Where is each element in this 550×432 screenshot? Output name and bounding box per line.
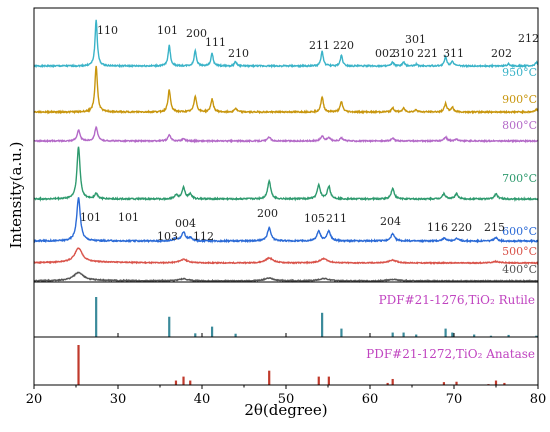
- panel-frame-2: [33, 281, 539, 338]
- hkl-label-rutile: 212: [518, 32, 539, 45]
- series-label: 600°C: [502, 225, 537, 238]
- series-label: 800°C: [502, 119, 537, 132]
- reference-label-rutile: PDF#21-1276,TiO₂ Rutile: [379, 293, 535, 307]
- hkl-label-rutile: 002: [375, 47, 396, 60]
- panel-frame-3: [33, 336, 539, 386]
- hkl-label-anatase: 112: [193, 230, 214, 243]
- pattern-line-900c: [33, 65, 539, 115]
- hkl-label-anatase: 101: [118, 211, 139, 224]
- hkl-label-anatase: 103: [157, 230, 178, 243]
- chart-labels: 950°C 900°C 800°C 700°C 600°C 500°C 400°C PDF#2…: [80, 24, 539, 361]
- x-tick-label: 30: [110, 392, 127, 407]
- x-tick-label: 60: [362, 392, 379, 407]
- pattern-line-800c: [33, 125, 539, 144]
- hkl-label-rutile: 110: [97, 24, 118, 37]
- y-axis-title: Intensity(a.u.): [7, 142, 25, 249]
- x-tick-label: 40: [194, 392, 211, 407]
- reference-sticks: [77, 297, 538, 385]
- hkl-label-rutile: 111: [205, 36, 226, 49]
- hkl-label-anatase: 211: [326, 212, 347, 225]
- hkl-label-anatase: 116: [427, 221, 448, 234]
- pattern-line-400c: [33, 271, 539, 284]
- hkl-label-anatase: 004: [175, 217, 196, 230]
- hkl-label-rutile: 101: [157, 24, 178, 37]
- hkl-label-rutile: 200: [186, 27, 207, 40]
- series-label: 950°C: [502, 66, 537, 79]
- hkl-label-rutile: 221: [417, 47, 438, 60]
- hkl-label-rutile: 301: [405, 33, 426, 46]
- pattern-line-600c: [33, 197, 539, 244]
- hkl-label-rutile: 311: [443, 47, 464, 60]
- series-label: 700°C: [502, 172, 537, 185]
- x-tick-label: 80: [530, 392, 547, 407]
- series-label: 500°C: [502, 245, 537, 258]
- hkl-label-rutile: 211: [309, 39, 330, 52]
- pattern-line-700c: [33, 146, 539, 203]
- hkl-label-anatase: 220: [451, 221, 472, 234]
- plot-frame: [33, 7, 539, 386]
- hkl-label-anatase: 105: [304, 212, 325, 225]
- pattern-line-500c: [33, 247, 539, 265]
- reference-label-anatase: PDF#21-1272,TiO₂ Anatase: [366, 347, 535, 361]
- hkl-label-rutile: 210: [228, 47, 249, 60]
- x-axis-title: 2θ(degree): [244, 401, 327, 419]
- hkl-label-anatase: 204: [380, 215, 401, 228]
- hkl-label-anatase: 200: [257, 207, 278, 220]
- hkl-label-anatase: 215: [484, 221, 505, 234]
- hkl-label-rutile: 220: [333, 39, 354, 52]
- hkl-label-rutile: 202: [491, 47, 512, 60]
- series-label: 400°C: [502, 263, 537, 276]
- hkl-label-anatase: 101: [80, 211, 101, 224]
- x-tick-label: 50: [278, 392, 295, 407]
- axes: 20 30 40 50 60 70 80 2θ(degree) Intensity(a.u.): [7, 142, 546, 420]
- series-label: 900°C: [502, 93, 537, 106]
- x-tick-label: 20: [26, 392, 43, 407]
- pattern-line-950c: [33, 19, 539, 69]
- hkl-label-rutile: 310: [393, 47, 414, 60]
- x-tick-label: 70: [446, 392, 463, 407]
- sample-patterns: [33, 19, 539, 284]
